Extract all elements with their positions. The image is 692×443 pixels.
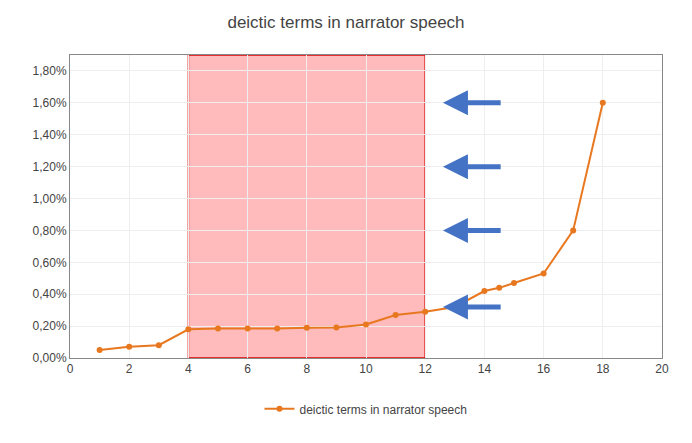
svg-text:deictic terms in narrator spee: deictic terms in narrator speech <box>227 13 464 32</box>
svg-text:14: 14 <box>478 362 492 376</box>
svg-text:1,00%: 1,00% <box>33 192 67 206</box>
svg-text:1,40%: 1,40% <box>33 128 67 142</box>
svg-text:1,60%: 1,60% <box>33 96 67 110</box>
svg-text:0,20%: 0,20% <box>33 319 67 333</box>
svg-text:18: 18 <box>596 362 610 376</box>
svg-text:10: 10 <box>359 362 373 376</box>
svg-text:6: 6 <box>244 362 251 376</box>
svg-text:2: 2 <box>126 362 133 376</box>
svg-text:0,40%: 0,40% <box>33 287 67 301</box>
svg-text:12: 12 <box>419 362 433 376</box>
svg-text:8: 8 <box>303 362 310 376</box>
svg-text:1,80%: 1,80% <box>33 64 67 78</box>
svg-text:4: 4 <box>185 362 192 376</box>
svg-text:0,80%: 0,80% <box>33 224 67 238</box>
svg-text:0,00%: 0,00% <box>33 351 67 365</box>
svg-text:deictic terms in narrator spee: deictic terms in narrator speech <box>300 403 467 417</box>
svg-text:1,20%: 1,20% <box>33 160 67 174</box>
svg-text:16: 16 <box>537 362 551 376</box>
svg-text:0: 0 <box>67 362 74 376</box>
svg-text:20: 20 <box>655 362 669 376</box>
svg-text:0,60%: 0,60% <box>33 256 67 270</box>
